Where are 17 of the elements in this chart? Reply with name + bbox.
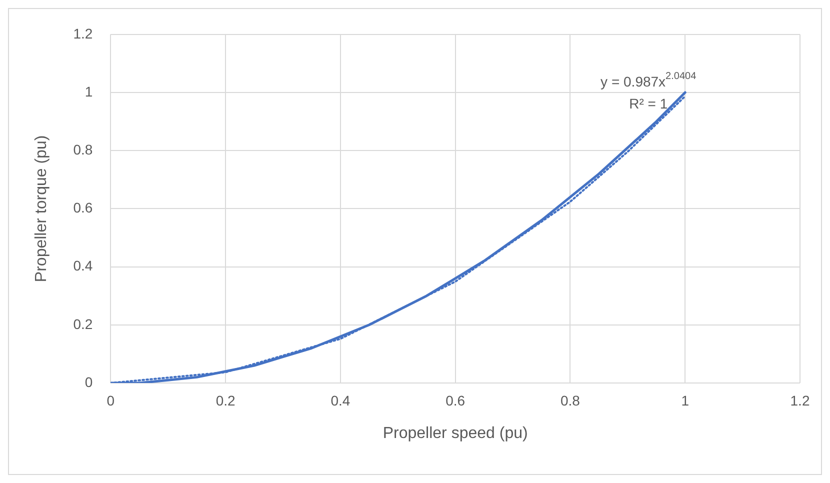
- x-tick-label: 0: [106, 392, 115, 408]
- x-tick-label: 0.6: [446, 392, 466, 408]
- x-tick-label: 0.8: [560, 392, 580, 408]
- annotation: R² = 1: [629, 95, 668, 112]
- x-tick-label: 1: [681, 392, 690, 408]
- y-tick-label: 1: [84, 83, 93, 100]
- y-tick-label: 0: [84, 374, 93, 390]
- y-axis-title: Propeller torque (pu): [33, 135, 50, 282]
- x-tick-label: 0.2: [216, 392, 236, 408]
- y-tick-label: 0.4: [73, 258, 93, 274]
- y-tick-label: 0.6: [73, 200, 93, 216]
- y-tick-label: 0.8: [73, 141, 93, 158]
- x-axis-title: Propeller speed (pu): [382, 424, 528, 442]
- x-tick-label: 1.2: [790, 392, 810, 408]
- y-tick-label: 0.2: [73, 316, 93, 332]
- y-tick-label: 1.2: [73, 25, 93, 42]
- x-tick-label: 0.4: [330, 392, 350, 408]
